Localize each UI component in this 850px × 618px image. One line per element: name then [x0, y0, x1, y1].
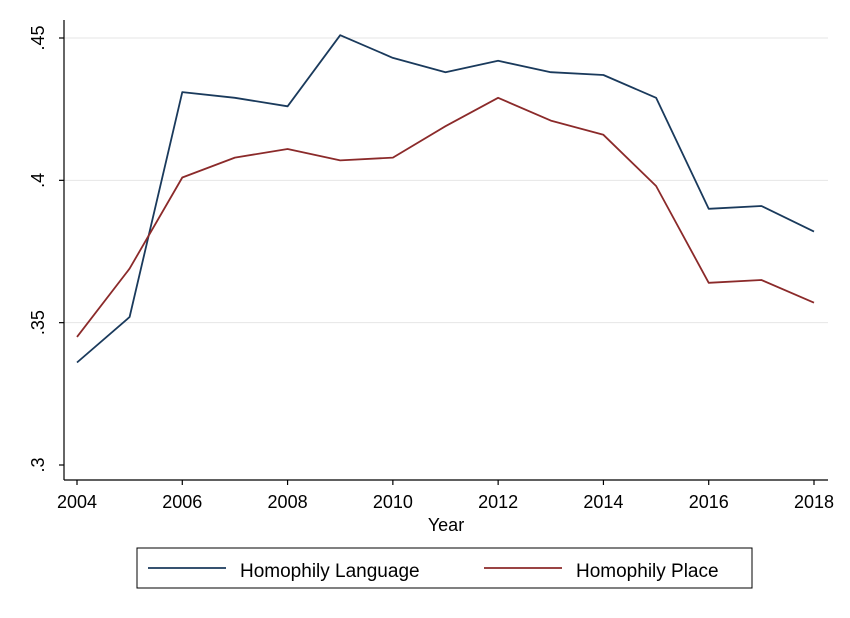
x-tick-label: 2004 — [57, 492, 97, 512]
x-tick-label: 2018 — [794, 492, 834, 512]
x-tick-label: 2014 — [583, 492, 623, 512]
x-tick-label: 2012 — [478, 492, 518, 512]
axes — [59, 20, 828, 485]
series-line-1 — [76, 34, 815, 364]
legend-box — [136, 547, 753, 589]
x-tick-label: 2010 — [373, 492, 413, 512]
y-tick-label: .35 — [28, 310, 48, 335]
legend: Homophily Language Homophily Place — [136, 547, 753, 589]
x-axis-title: Year — [428, 515, 464, 535]
y-tick-label: .4 — [28, 173, 48, 188]
y-tick-label: .45 — [28, 25, 48, 50]
x-tick-label: 2006 — [162, 492, 202, 512]
tick-labels: .3 .35 .4 .45 2004 2006 2008 2010 2012 2014 2016 20… — [28, 25, 834, 512]
legend-label: Homophily Place — [576, 561, 719, 582]
legend-label: Homophily Language — [240, 561, 420, 582]
series-lines — [76, 34, 815, 364]
x-tick-label: 2008 — [268, 492, 308, 512]
x-tick-label: 2016 — [689, 492, 729, 512]
series-line-2 — [76, 96, 815, 338]
gridlines — [64, 37, 828, 324]
y-tick-label: .3 — [28, 457, 48, 472]
